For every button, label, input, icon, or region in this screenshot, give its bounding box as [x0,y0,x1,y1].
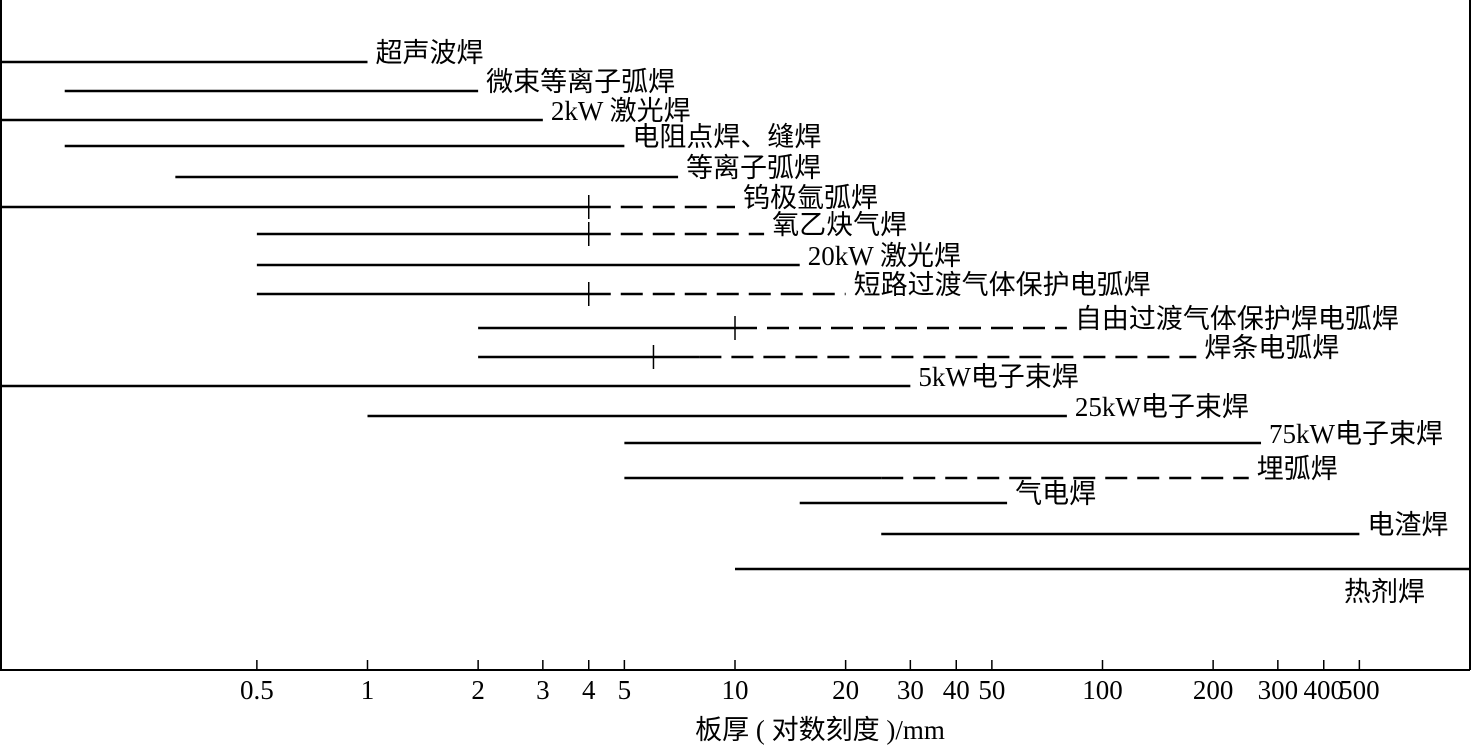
range-label: 自由过渡气体保护焊电弧焊 [1075,304,1399,334]
range-label: 氧乙炔气焊 [772,210,907,240]
range-label: 微束等离子弧焊 [486,67,675,97]
x-tick-label: 50 [978,675,1005,705]
range-label: 焊条电弧焊 [1204,333,1339,363]
range-label: 埋弧焊 [1257,454,1338,484]
x-tick-label: 300 [1258,675,1299,705]
range-label: 2kW 激光焊 [551,96,691,126]
range-label: 电阻点焊、缝焊 [632,122,821,152]
range-label: 75kW电子束焊 [1269,419,1443,449]
x-tick-label: 20 [832,675,859,705]
x-tick-label: 40 [943,675,970,705]
range-label: 等离子弧焊 [686,153,821,183]
range-label: 短路过渡气体保护电弧焊 [854,270,1151,300]
x-tick-label: 1 [361,675,375,705]
x-tick-label: 5 [618,675,632,705]
range-label: 25kW电子束焊 [1075,392,1249,422]
range-label: 钨极氩弧焊 [743,183,878,213]
range-label: 气电焊 [1015,479,1096,509]
x-tick-label: 200 [1193,675,1234,705]
x-tick-label: 400 [1304,675,1345,705]
x-tick-label: 30 [897,675,924,705]
x-tick-label: 3 [536,675,550,705]
range-label: 热剂焊 [1344,577,1425,607]
x-tick-label: 0.5 [240,675,274,705]
x-axis-label: 板厚 ( 对数刻度 )/mm [695,715,945,745]
x-tick-label: 500 [1339,675,1380,705]
x-tick-label: 2 [471,675,485,705]
range-label: 电渣焊 [1367,510,1448,540]
x-tick-label: 4 [582,675,596,705]
range-label: 20kW 激光焊 [808,241,961,271]
range-label: 超声波焊 [376,38,484,68]
range-label: 5kW电子束焊 [918,362,1078,392]
x-tick-label: 100 [1082,675,1123,705]
x-tick-label: 10 [722,675,749,705]
